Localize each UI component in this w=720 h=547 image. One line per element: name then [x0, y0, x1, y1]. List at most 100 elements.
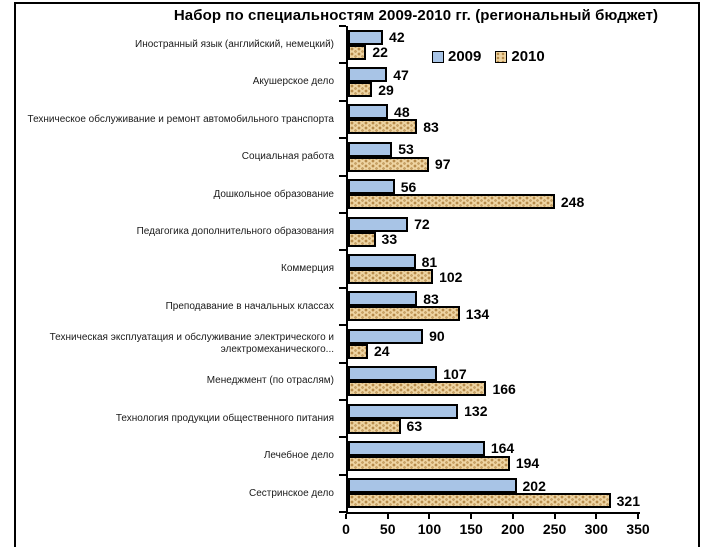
value-label: 164 [490, 440, 515, 457]
bar-group: 90 24 [339, 325, 640, 364]
chart-row: Технология продукции общественного питан… [16, 399, 698, 439]
x-axis-tick [553, 514, 556, 520]
value-label: 90 [429, 328, 445, 345]
value-label: 48 [394, 103, 410, 120]
value-label: 132 [464, 403, 488, 420]
value-label: 134 [465, 305, 490, 322]
chart-row: Акушерское дело 47 29 [16, 63, 698, 103]
bar-line: 83 [348, 118, 640, 135]
bar-line: 97 [348, 156, 640, 173]
bar-line: 166 [348, 381, 640, 397]
x-axis-tick [511, 514, 514, 520]
bar-line: 248 [348, 193, 640, 210]
bar-line: 22 [348, 44, 640, 61]
bar-line: 164 [348, 440, 640, 457]
chart-row: Педагогика дополнительного образования 72… [16, 212, 698, 252]
category-label: Дошкольное образование [213, 188, 334, 200]
chart-body: Иностранный язык (английский, немецкий) 4… [16, 24, 698, 542]
bar-group: 72 33 [339, 212, 640, 252]
x-axis-tick-label: 300 [584, 521, 608, 538]
value-label: 63 [406, 418, 423, 435]
bar-2010 [348, 119, 418, 135]
value-label: 22 [372, 44, 388, 61]
x-axis-tick-label: 200 [501, 521, 525, 538]
legend-label-2009: 2009 [448, 48, 482, 65]
category-label: Технология продукции общественного питан… [115, 412, 334, 424]
bar-line: 42 [348, 29, 640, 46]
x-axis-tick [637, 514, 639, 520]
category-label: Лечебное дело [263, 450, 334, 462]
bar-2009 [348, 291, 418, 307]
category-label: Сестринское дело [249, 487, 334, 499]
chart-row: Техническая эксплуатация и обслуживание … [16, 325, 698, 364]
bar-line: 102 [348, 268, 640, 285]
bar-2009 [348, 104, 389, 120]
bar-group: 164 194 [339, 437, 640, 477]
value-label: 107 [443, 365, 467, 382]
bar-2010 [348, 82, 373, 98]
value-label: 248 [560, 193, 585, 210]
chart-row: Преподавание в начальных классах 83 134 [16, 287, 698, 327]
bar-line: 202 [348, 478, 640, 494]
chart-row: Коммерция 81 102 [16, 250, 698, 290]
legend-swatch-2010-icon [495, 50, 508, 63]
legend-entry-2010: 2010 [495, 48, 545, 65]
bar-2010 [348, 493, 611, 509]
category-label: Менеджмент (по отраслям) [206, 375, 334, 387]
value-label: 83 [423, 290, 439, 307]
bar-line: 321 [348, 493, 640, 509]
x-axis-tick-label: 150 [459, 521, 483, 538]
category-label: Техническая эксплуатация и обслуживание … [49, 332, 334, 355]
x-axis-tick-label: 50 [379, 521, 396, 538]
x-axis: 0 50 100 150 200 250 300 350 [342, 514, 650, 542]
x-axis-tick [345, 514, 347, 520]
chart-row: Техническое обслуживание и ремонт автомо… [16, 100, 698, 140]
x-axis-tick-label: 250 [542, 521, 567, 538]
chart-row: Дошкольное образование 56 248 [16, 175, 698, 215]
x-axis-tick [428, 514, 431, 520]
x-axis-tick [470, 514, 473, 520]
x-axis-tick-label: 100 [417, 521, 442, 538]
value-label: 56 [400, 178, 417, 195]
bar-line: 72 [348, 216, 640, 232]
bar-group: 48 83 [339, 100, 640, 140]
bar-2009 [348, 440, 485, 456]
category-label: Техническое обслуживание и ремонт автомо… [27, 113, 334, 125]
category-label: Акушерское дело [252, 76, 334, 88]
value-label: 97 [434, 156, 451, 173]
legend-label-2010: 2010 [511, 48, 545, 65]
bar-line: 132 [348, 403, 640, 420]
bar-line: 194 [348, 455, 640, 472]
bar-2009 [348, 179, 395, 195]
bar-2009 [348, 67, 388, 83]
chart-row: Социальная работа 53 97 [16, 138, 698, 177]
chart-title: Набор по специальностям 2009-2010 гг. (р… [173, 7, 659, 24]
x-axis-tick [386, 514, 389, 520]
bar-2009 [348, 366, 438, 382]
value-label: 194 [515, 455, 540, 472]
bar-line: 56 [348, 178, 640, 195]
bar-2010 [348, 194, 555, 210]
bar-2010 [348, 156, 429, 172]
category-label: Преподавание в начальных классах [165, 300, 334, 312]
bar-2009 [348, 254, 416, 270]
value-label: 42 [389, 29, 405, 46]
chart-row: Менеджмент (по отраслям) 107 166 [16, 362, 698, 402]
bar-group: 107 166 [339, 362, 640, 402]
chart-row: Сестринское дело 202 321 [16, 474, 698, 514]
value-label: 53 [398, 141, 414, 158]
bar-2010 [348, 381, 487, 397]
plot-area: Иностранный язык (английский, немецкий) 4… [16, 24, 698, 514]
bar-line: 53 [348, 141, 640, 158]
value-label: 83 [423, 118, 439, 135]
bar-group: 53 97 [339, 138, 640, 177]
bar-group: 202 321 [339, 474, 640, 514]
bar-group: 132 63 [339, 399, 640, 439]
category-label: Иностранный язык (английский, немецкий) [135, 38, 334, 50]
bar-line: 29 [348, 82, 640, 98]
bar-2010 [348, 418, 401, 434]
bar-2009 [348, 216, 409, 232]
bar-line: 83 [348, 290, 640, 307]
value-label: 102 [439, 268, 463, 285]
bar-2009 [348, 403, 459, 419]
